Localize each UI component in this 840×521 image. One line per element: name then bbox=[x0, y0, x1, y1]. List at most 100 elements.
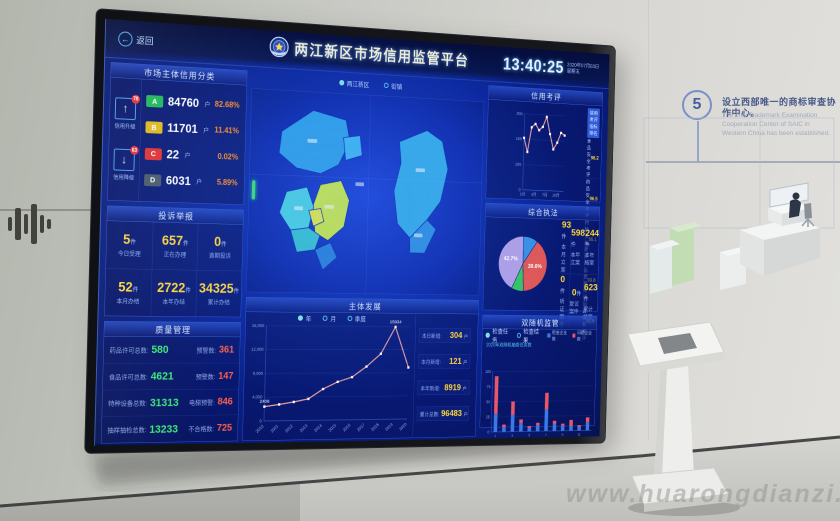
quality-warn-label: 预警数: bbox=[196, 346, 217, 354]
clock-weekday: 星期五 bbox=[566, 68, 580, 75]
stat-unit: 件 bbox=[233, 287, 240, 295]
panel-title: 质量管理 bbox=[104, 321, 241, 338]
period-toggle[interactable]: 年 bbox=[298, 313, 312, 322]
period-toggle-label: 月 bbox=[330, 315, 337, 323]
stat-value: 93件 bbox=[561, 219, 572, 240]
panel-enforcement: 综合执法 39.6% 42.7% 93件 本月立案 598件 本年立案 244件 本年结案 0… bbox=[482, 202, 601, 329]
radio-icon bbox=[485, 332, 490, 338]
wall-timeline-left bbox=[0, 209, 92, 211]
period-toggle[interactable]: 月 bbox=[322, 314, 337, 323]
svg-text:100: 100 bbox=[515, 162, 522, 167]
map-scale-indicator[interactable] bbox=[251, 180, 256, 200]
svg-text:1: 1 bbox=[494, 434, 496, 438]
stat-value: 2722件 bbox=[156, 279, 191, 296]
panel-credit-eval: 信用考评 0 100 200 300 1月 4月 7月 10月 信用考评指标排名 食品安全考评… bbox=[485, 85, 604, 342]
stat-unit: 件 bbox=[561, 233, 567, 240]
svg-text:300: 300 bbox=[516, 111, 523, 116]
svg-text:7月: 7月 bbox=[542, 192, 547, 198]
quality-row: 食品许可总数: 4621 预警数: 147 bbox=[102, 363, 240, 391]
map-region[interactable] bbox=[393, 129, 449, 239]
grade-unit: 户 bbox=[196, 178, 203, 186]
stat-label: 本年办结 bbox=[162, 298, 186, 306]
stat-label: 本月办结 bbox=[116, 297, 140, 305]
svg-text:2018: 2018 bbox=[370, 422, 380, 432]
svg-text:200: 200 bbox=[516, 136, 523, 141]
quality-warn-label: 预警数: bbox=[195, 372, 216, 381]
svg-text:2019: 2019 bbox=[384, 422, 394, 432]
period-toggle[interactable]: 季度 bbox=[347, 314, 366, 323]
credit-grade-row: B 11701 户 11.41% bbox=[145, 120, 241, 138]
grade-count: 84760 bbox=[167, 95, 200, 111]
entity-stat-row: 本日新增: 304 户 bbox=[418, 328, 472, 343]
svg-text:2016: 2016 bbox=[342, 422, 352, 432]
credit-downgrade-button[interactable]: ↓ 63 bbox=[113, 145, 139, 172]
svg-text:12,000: 12,000 bbox=[251, 347, 264, 352]
credit-grade-row: A 84760 户 82.68% bbox=[146, 94, 242, 113]
quality-label: 特种设备总数: bbox=[108, 399, 148, 408]
svg-text:9: 9 bbox=[562, 433, 564, 437]
svg-text:0: 0 bbox=[259, 419, 262, 424]
radio-icon bbox=[516, 332, 521, 338]
radio-icon bbox=[298, 315, 304, 321]
map-toggle[interactable]: 街镇 bbox=[383, 81, 403, 91]
quality-total: 580 bbox=[151, 343, 169, 356]
legend-swatch bbox=[572, 333, 576, 338]
entity-stat-unit: 户 bbox=[463, 334, 469, 340]
stat-value: 0件 bbox=[560, 274, 566, 295]
map-region[interactable] bbox=[312, 180, 350, 241]
dashboard-ui: ← 返回 两江新区市场信用监管平台 13:40:25 bbox=[94, 18, 610, 446]
entity-stat-unit: 户 bbox=[462, 386, 467, 392]
svg-text:2014: 2014 bbox=[313, 423, 323, 433]
credit-eval-list-header: 信用考评指标排名 bbox=[587, 108, 600, 139]
map-region[interactable] bbox=[290, 227, 320, 253]
stat-cell: 657件 正在办理 bbox=[152, 222, 199, 271]
grade-unit: 户 bbox=[204, 100, 211, 109]
svg-text:2012: 2012 bbox=[284, 423, 294, 433]
wall-illustration bbox=[643, 117, 835, 294]
svg-text:2010: 2010 bbox=[255, 424, 265, 434]
quality-total: 4621 bbox=[150, 369, 174, 383]
downgrade-count-badge: 63 bbox=[130, 145, 139, 156]
svg-text:7: 7 bbox=[545, 433, 547, 437]
entity-stat-label: 本日新增: bbox=[421, 333, 442, 340]
period-toggle-group: 年 月 季度 bbox=[246, 313, 416, 323]
quality-warn-value: 846 bbox=[217, 396, 233, 408]
quality-total: 13233 bbox=[149, 422, 179, 436]
credit-grade-row: D 6031 户 5.89% bbox=[143, 173, 240, 190]
map-region[interactable] bbox=[343, 135, 363, 161]
credit-grade-row: C 22 户 0.02% bbox=[144, 147, 241, 165]
grade-percent: 5.89% bbox=[216, 178, 238, 188]
photo-watermark: www.huarongdianzi.com bbox=[566, 480, 840, 508]
entity-stat-label: 本年新增: bbox=[420, 385, 441, 392]
page-title: 两江新区市场信用监管平台 bbox=[294, 40, 470, 69]
legend-swatch bbox=[547, 333, 551, 338]
downgrade-label: 信用降级 bbox=[113, 174, 135, 182]
svg-text:1月: 1月 bbox=[520, 192, 526, 198]
radio-icon bbox=[347, 315, 353, 322]
stat-value: 5件 bbox=[122, 231, 137, 248]
quality-row: 抽样抽检总数: 13233 不合格数: 725 bbox=[101, 415, 238, 443]
credit-eval-list: 信用考评指标排名 食品安全考评98.2药品安全考评96.5特种设备考评95.1产… bbox=[581, 105, 602, 342]
grade-chip: B bbox=[145, 121, 163, 135]
credit-upgrade-button[interactable]: ↑ 78 bbox=[114, 94, 141, 120]
radio-icon bbox=[383, 82, 389, 88]
map-region[interactable] bbox=[314, 242, 337, 270]
stat-cell: 34325件 累计办结 bbox=[196, 270, 242, 317]
map-region[interactable] bbox=[279, 186, 314, 231]
down-arrow-icon: ↓ bbox=[121, 152, 128, 167]
quality-warn-label: 不合格数: bbox=[188, 425, 215, 433]
upgrade-label: 信用升级 bbox=[114, 122, 136, 130]
legend-label: 问题企业数 bbox=[576, 330, 593, 342]
grade-count: 6031 bbox=[165, 173, 191, 188]
stat-cell: 2722件本年办结 bbox=[150, 269, 198, 317]
map-toggle[interactable]: 两江新区 bbox=[339, 78, 369, 89]
svg-text:2011: 2011 bbox=[270, 423, 280, 433]
stat-unit: 件 bbox=[584, 241, 590, 249]
stat-value: 623件 bbox=[583, 282, 598, 303]
entity-stat-row: 累计总数: 96483 户 bbox=[416, 406, 470, 422]
svg-text:5: 5 bbox=[528, 433, 530, 437]
eval-list-row: 食品安全考评 98.2 bbox=[586, 137, 600, 179]
panel-entity-development: 主体发展 年月季度 0 4,000 8,000 12,000 16,000 2010 201… bbox=[242, 297, 479, 442]
grade-chip: A bbox=[146, 95, 164, 108]
map-region[interactable] bbox=[279, 109, 351, 175]
